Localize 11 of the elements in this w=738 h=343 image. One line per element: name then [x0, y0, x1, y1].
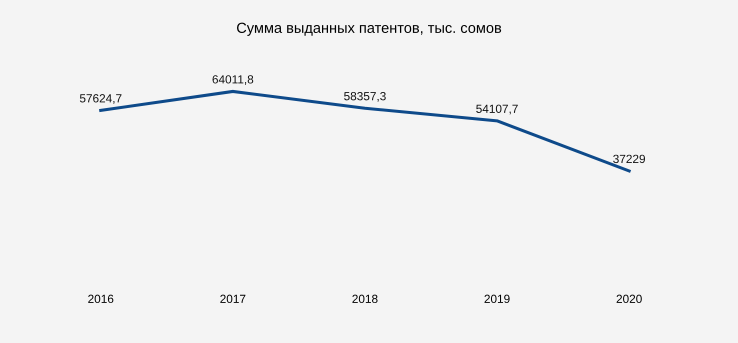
data-label: 58357,3: [344, 92, 386, 102]
data-label: 54107,7: [476, 104, 518, 114]
x-tick-label: 2020: [616, 294, 642, 304]
data-label: 37229: [613, 154, 645, 164]
x-tick-label: 2016: [88, 294, 114, 304]
x-tick-label: 2019: [484, 294, 510, 304]
chart-title: Сумма выданных патентов, тыс. сомов: [237, 22, 502, 36]
x-tick-label: 2017: [220, 294, 246, 304]
data-label: 57624,7: [80, 94, 122, 104]
data-label: 64011,8: [212, 75, 254, 85]
x-tick-label: 2018: [352, 294, 378, 304]
